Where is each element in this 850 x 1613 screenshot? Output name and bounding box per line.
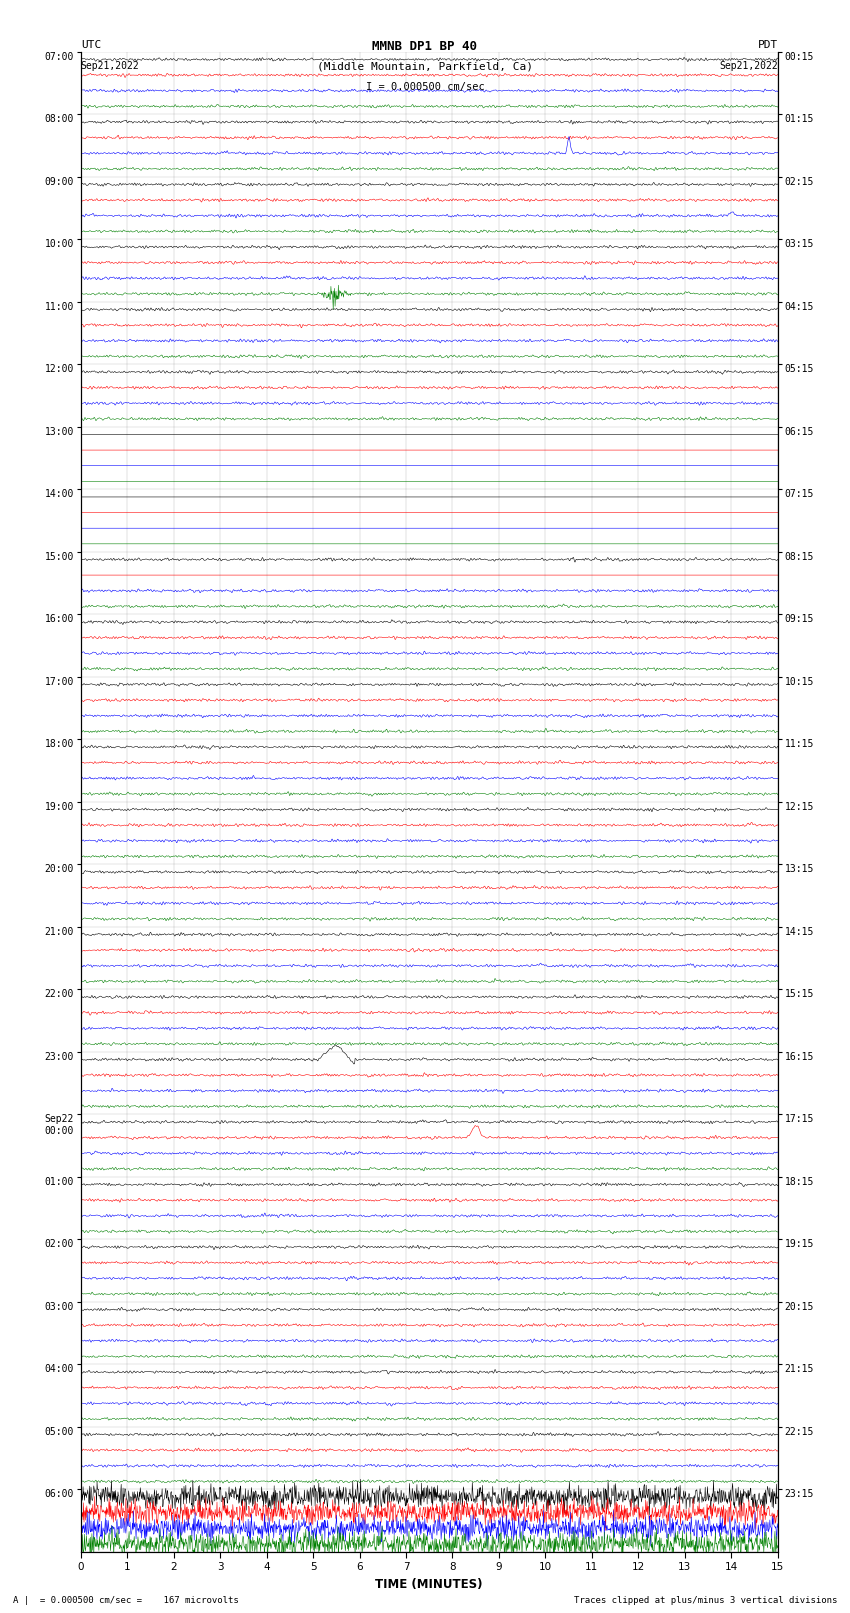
- Text: Traces clipped at plus/minus 3 vertical divisions: Traces clipped at plus/minus 3 vertical …: [574, 1595, 837, 1605]
- Text: Sep21,2022: Sep21,2022: [719, 61, 778, 71]
- Text: Sep21,2022: Sep21,2022: [81, 61, 139, 71]
- Text: UTC: UTC: [81, 40, 101, 50]
- Text: A |  = 0.000500 cm/sec =    167 microvolts: A | = 0.000500 cm/sec = 167 microvolts: [13, 1595, 239, 1605]
- Text: PDT: PDT: [757, 40, 778, 50]
- Text: I = 0.000500 cm/sec: I = 0.000500 cm/sec: [366, 82, 484, 92]
- Text: MMNB DP1 BP 40: MMNB DP1 BP 40: [372, 40, 478, 53]
- X-axis label: TIME (MINUTES): TIME (MINUTES): [376, 1578, 483, 1590]
- Text: (Middle Mountain, Parkfield, Ca): (Middle Mountain, Parkfield, Ca): [317, 61, 533, 71]
